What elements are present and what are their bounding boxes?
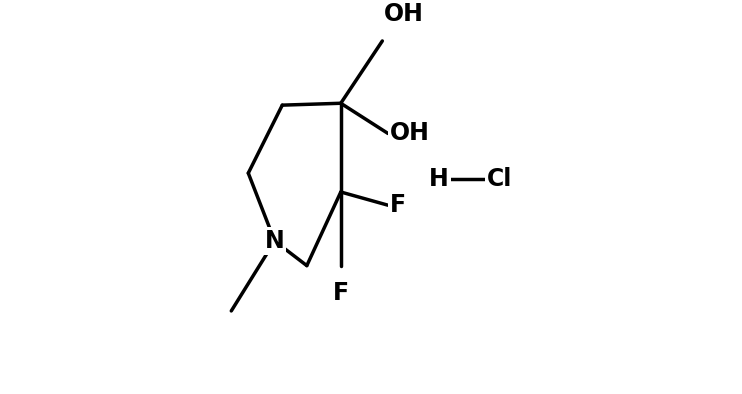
Text: N: N (265, 229, 285, 253)
Text: F: F (332, 281, 349, 305)
Text: H: H (429, 167, 449, 191)
Text: F: F (390, 193, 406, 217)
Text: OH: OH (390, 121, 430, 145)
Text: OH: OH (384, 2, 424, 26)
Text: Cl: Cl (487, 167, 512, 191)
